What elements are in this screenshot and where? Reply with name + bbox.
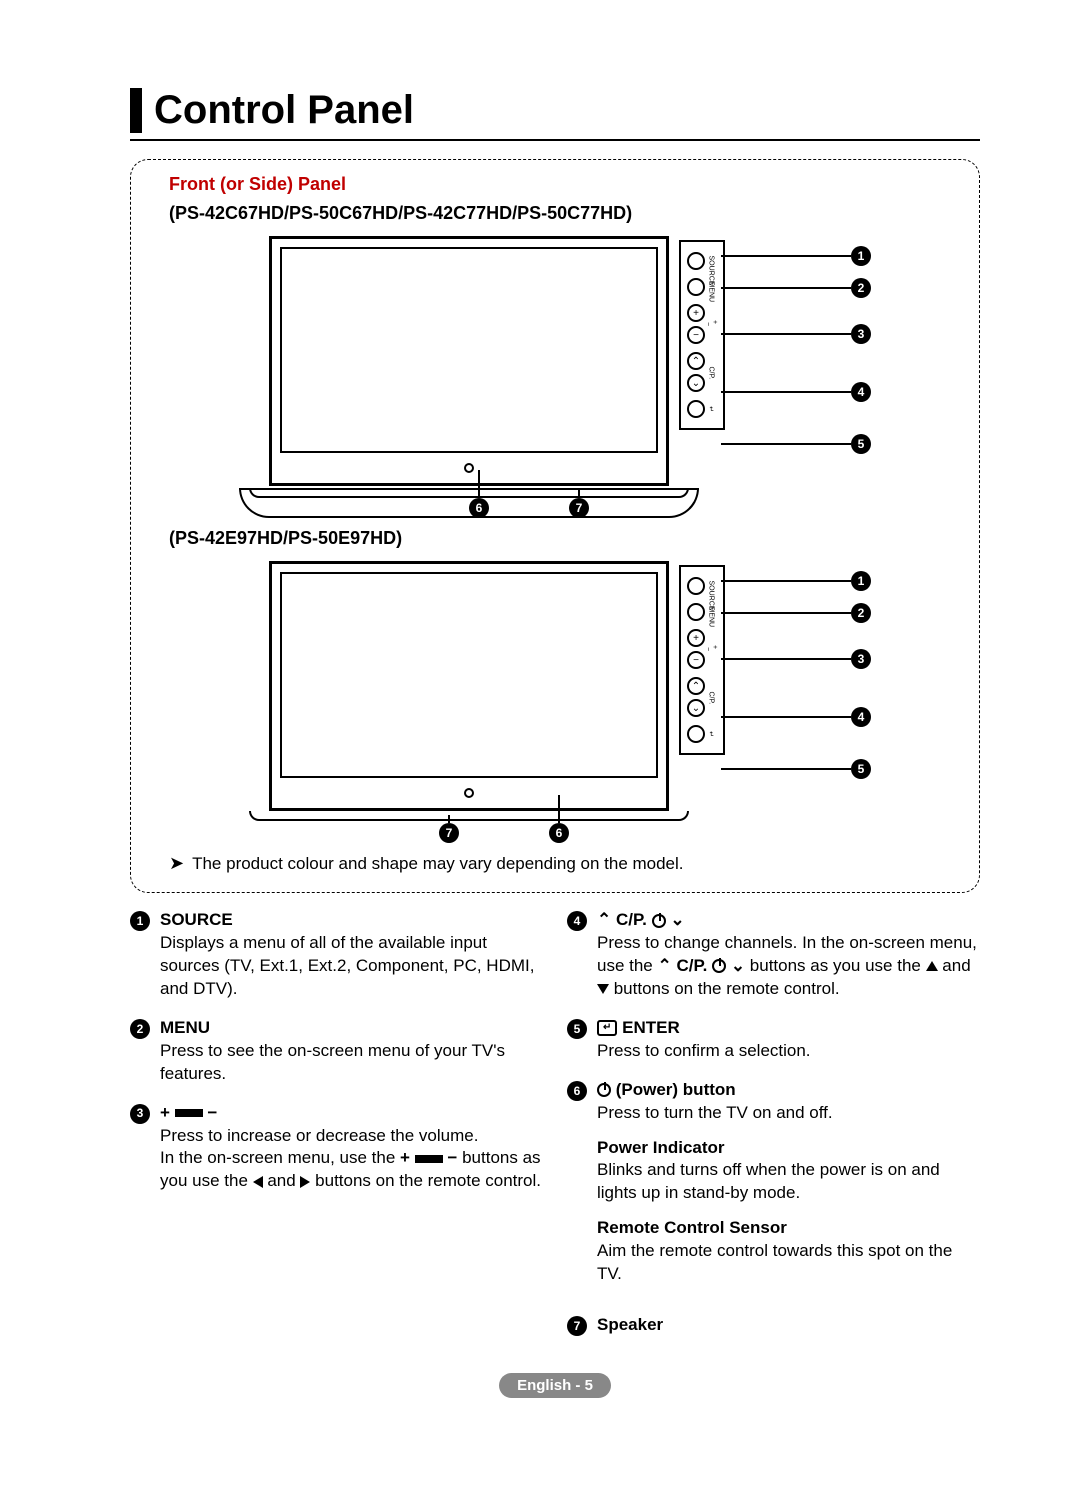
enter-icon: ↵ (597, 1020, 617, 1036)
side-button-panel: SOURCE MENU +−+ − ⌃⌄C/P. ↵ (679, 240, 725, 430)
title-rule (130, 139, 980, 141)
sub-body: Blinks and turns off when the power is o… (597, 1159, 980, 1205)
legend-num: 2 (130, 1019, 150, 1039)
page-title: Control Panel (154, 88, 414, 133)
note-text: The product colour and shape may vary de… (192, 854, 683, 874)
legend-head: ⌃ C/P. ⌄ (597, 909, 980, 932)
legend-num: 7 (567, 1316, 587, 1336)
power-icon (597, 1083, 611, 1097)
side-button-panel-b: SOURCE MENU +−+ − ⌃⌄C/P. ↵ (679, 565, 725, 755)
variation-note: ➤ The product colour and shape may vary … (169, 853, 941, 874)
legend-num: 1 (130, 911, 150, 931)
legend: 1 SOURCE Displays a menu of all of the a… (130, 909, 980, 1353)
legend-num: 4 (567, 911, 587, 931)
legend-item-3: 3 + − Press to increase or decrease the … (130, 1102, 543, 1194)
sub-head: Remote Control Sensor (597, 1217, 980, 1240)
legend-head: SOURCE (160, 909, 543, 932)
legend-item-7: 7 Speaker (567, 1314, 980, 1337)
legend-body: Press to turn the TV on and off. (597, 1102, 980, 1125)
legend-head: Speaker (597, 1314, 663, 1337)
legend-right-col: 4 ⌃ C/P. ⌄ Press to change channels. In … (567, 909, 980, 1353)
down-arrow-icon (597, 984, 609, 994)
page-title-block: Control Panel (130, 88, 980, 141)
legend-left-col: 1 SOURCE Displays a menu of all of the a… (130, 909, 543, 1353)
right-arrow-icon (300, 1176, 310, 1188)
legend-num: 3 (130, 1104, 150, 1124)
legend-head: + − (160, 1102, 543, 1125)
sub-head: Power Indicator (597, 1137, 980, 1160)
legend-item-4: 4 ⌃ C/P. ⌄ Press to change channels. In … (567, 909, 980, 1001)
legend-head: MENU (160, 1017, 543, 1040)
model-a-label: (PS-42C67HD/PS-50C67HD/PS-42C77HD/PS-50C… (169, 203, 941, 224)
legend-body: Press to change channels. In the on-scre… (597, 932, 980, 1001)
legend-body: Press to increase or decrease the volume… (160, 1125, 543, 1194)
left-arrow-icon (253, 1176, 263, 1188)
sub-body: Aim the remote control towards this spot… (597, 1240, 980, 1286)
legend-body: Press to confirm a selection. (597, 1040, 811, 1063)
legend-head: ↵ ENTER (597, 1017, 811, 1040)
note-arrow-icon: ➤ (169, 853, 184, 874)
diagram-a: SOURCE MENU +−+ − ⌃⌄C/P. ↵ 1 2 3 4 5 6 7 (169, 230, 941, 520)
legend-num: 5 (567, 1019, 587, 1039)
legend-item-2: 2 MENU Press to see the on-screen menu o… (130, 1017, 543, 1086)
legend-item-5: 5 ↵ ENTER Press to confirm a selection. (567, 1017, 980, 1063)
legend-head: (Power) button (597, 1079, 980, 1102)
model-b-label: (PS-42E97HD/PS-50E97HD) (169, 528, 941, 549)
power-icon (652, 914, 666, 928)
legend-body: Press to see the on-screen menu of your … (160, 1040, 543, 1086)
box-heading: Front (or Side) Panel (169, 174, 941, 195)
title-accent (130, 88, 142, 133)
diagram-b: SOURCE MENU +−+ − ⌃⌄C/P. ↵ 1 2 3 4 5 7 6 (169, 555, 941, 845)
legend-item-6: 6 (Power) button Press to turn the TV on… (567, 1079, 980, 1299)
legend-body: Displays a menu of all of the available … (160, 932, 543, 1001)
up-arrow-icon (926, 961, 938, 971)
legend-item-1: 1 SOURCE Displays a menu of all of the a… (130, 909, 543, 1001)
page-number-pill: English - 5 (499, 1373, 611, 1398)
volume-bar-icon (175, 1109, 203, 1117)
page-footer: English - 5 (130, 1373, 980, 1398)
panel-box: Front (or Side) Panel (PS-42C67HD/PS-50C… (130, 159, 980, 893)
legend-num: 6 (567, 1081, 587, 1101)
